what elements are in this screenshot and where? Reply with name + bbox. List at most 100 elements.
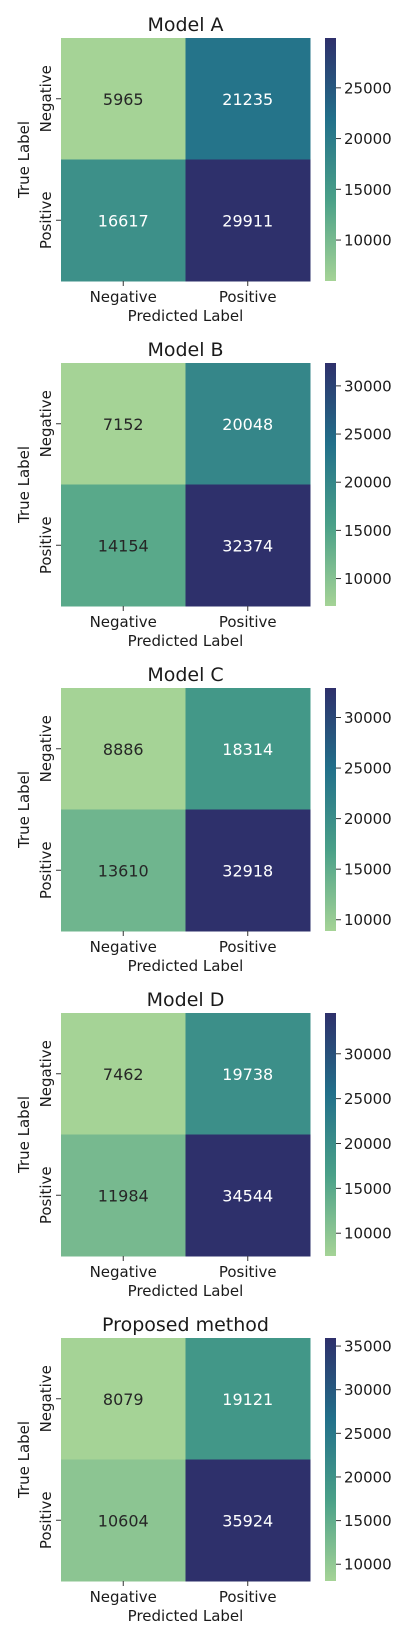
y-tick-label: Negative bbox=[37, 65, 55, 132]
cell-value-label: 29911 bbox=[222, 211, 273, 230]
y-tick-label: Positive bbox=[37, 516, 55, 574]
colorbar bbox=[325, 38, 336, 281]
colorbar-tick-label: 10000 bbox=[344, 1225, 392, 1243]
colorbar-tick-label: 30000 bbox=[344, 1381, 392, 1399]
colorbar-tick-label: 10000 bbox=[344, 911, 392, 929]
x-tick-label: Negative bbox=[90, 938, 157, 956]
x-tick-label: Negative bbox=[90, 1263, 157, 1281]
colorbar-tick-label: 25000 bbox=[344, 760, 392, 778]
cell-value-label: 7462 bbox=[103, 1065, 144, 1084]
cell-value-label: 16617 bbox=[98, 211, 149, 230]
colorbar-tick-label: 20000 bbox=[344, 810, 392, 828]
heatmap-cell bbox=[61, 38, 186, 160]
cell-value-label: 13610 bbox=[98, 861, 149, 880]
colorbar-tick-label: 15000 bbox=[344, 1180, 392, 1198]
colorbar-tick-label: 10000 bbox=[344, 232, 392, 250]
panel-title: Proposed method bbox=[102, 1314, 269, 1336]
heatmap-cell bbox=[61, 809, 186, 932]
colorbar bbox=[325, 1338, 336, 1581]
cell-value-label: 18314 bbox=[222, 740, 273, 759]
heatmap-cell bbox=[185, 1459, 311, 1582]
heatmap-cell bbox=[61, 688, 186, 810]
heatmap-cell bbox=[61, 1338, 186, 1460]
heatmap-panel: Model A 5965 21235 16617 29911 Negative Positi… bbox=[15, 14, 392, 325]
heatmap-cell bbox=[185, 1134, 311, 1257]
cell-value-label: 19738 bbox=[222, 1065, 273, 1084]
y-tick-label: Positive bbox=[37, 191, 55, 249]
heatmap-cell bbox=[185, 159, 311, 282]
x-axis-label: Predicted Label bbox=[128, 632, 244, 650]
heatmap-cell bbox=[185, 484, 311, 607]
heatmap-panel: Proposed method 8079 19121 10604 35924 Negati… bbox=[15, 1314, 392, 1625]
colorbar-tick-label: 20000 bbox=[344, 1135, 392, 1153]
x-tick-label: Positive bbox=[219, 288, 277, 306]
colorbar-tick-label: 30000 bbox=[344, 1045, 392, 1063]
x-axis-label: Predicted Label bbox=[128, 1607, 244, 1625]
panel-title: Model A bbox=[147, 14, 223, 36]
x-tick-label: Negative bbox=[90, 1588, 157, 1606]
colorbar-tick-label: 15000 bbox=[344, 861, 392, 879]
cell-value-label: 34544 bbox=[222, 1186, 273, 1205]
x-axis-label: Predicted Label bbox=[128, 307, 244, 325]
colorbar-tick-label: 15000 bbox=[344, 181, 392, 199]
cell-value-label: 8886 bbox=[103, 740, 144, 759]
cell-value-label: 21235 bbox=[222, 90, 273, 109]
colorbar-tick-label: 10000 bbox=[344, 1556, 392, 1574]
cell-value-label: 14154 bbox=[98, 536, 149, 555]
colorbar-tick-label: 35000 bbox=[344, 1338, 392, 1356]
heatmap-cell bbox=[185, 1013, 311, 1135]
cell-value-label: 11984 bbox=[98, 1186, 149, 1205]
y-tick-label: Negative bbox=[37, 390, 55, 457]
x-tick-label: Negative bbox=[90, 288, 157, 306]
cell-value-label: 8079 bbox=[103, 1390, 144, 1409]
colorbar-tick-label: 25000 bbox=[344, 1425, 392, 1443]
heatmap-cell bbox=[61, 363, 186, 485]
x-tick-label: Positive bbox=[219, 938, 277, 956]
heatmap-panel: Model D 7462 19738 11984 34544 Negative Positi… bbox=[15, 989, 392, 1300]
y-axis-label: True Label bbox=[15, 121, 33, 199]
y-axis-label: True Label bbox=[15, 771, 33, 849]
x-axis-label: Predicted Label bbox=[128, 1282, 244, 1300]
cell-value-label: 32918 bbox=[222, 861, 273, 880]
x-tick-label: Negative bbox=[90, 613, 157, 631]
cell-value-label: 32374 bbox=[222, 536, 273, 555]
heatmap-cell bbox=[185, 688, 311, 810]
heatmap-panel: Model C 8886 18314 13610 32918 Negative Positi… bbox=[15, 664, 392, 975]
colorbar-tick-label: 15000 bbox=[344, 522, 392, 540]
y-axis-label: True Label bbox=[15, 446, 33, 524]
cell-value-label: 5965 bbox=[103, 90, 144, 109]
cell-value-label: 19121 bbox=[222, 1390, 273, 1409]
colorbar bbox=[325, 1013, 336, 1256]
cell-value-label: 7152 bbox=[103, 415, 144, 434]
y-tick-label: Negative bbox=[37, 1040, 55, 1107]
y-axis-label: True Label bbox=[15, 1421, 33, 1499]
colorbar-tick-label: 30000 bbox=[344, 377, 392, 395]
heatmap-cell bbox=[185, 1338, 311, 1460]
y-tick-label: Positive bbox=[37, 841, 55, 899]
colorbar bbox=[325, 688, 336, 931]
colorbar-tick-label: 15000 bbox=[344, 1512, 392, 1530]
colorbar-tick-label: 25000 bbox=[344, 426, 392, 444]
cell-value-label: 20048 bbox=[222, 415, 273, 434]
x-tick-label: Positive bbox=[219, 1588, 277, 1606]
y-tick-label: Positive bbox=[37, 1166, 55, 1224]
heatmap-cell bbox=[61, 1459, 186, 1582]
heatmap-cell bbox=[61, 484, 186, 607]
panel-title: Model B bbox=[147, 339, 223, 361]
heatmap-cell bbox=[185, 809, 311, 932]
heatmap-cell bbox=[61, 1013, 186, 1135]
panel-title: Model C bbox=[147, 664, 223, 686]
colorbar bbox=[325, 363, 336, 606]
x-tick-label: Positive bbox=[219, 1263, 277, 1281]
colorbar-tick-label: 25000 bbox=[344, 79, 392, 97]
y-tick-label: Negative bbox=[37, 715, 55, 782]
heatmap-cell bbox=[61, 1134, 186, 1257]
colorbar-tick-label: 10000 bbox=[344, 570, 392, 588]
colorbar-tick-label: 25000 bbox=[344, 1090, 392, 1108]
y-tick-label: Positive bbox=[37, 1491, 55, 1549]
panel-title: Model D bbox=[147, 989, 225, 1011]
colorbar-tick-label: 30000 bbox=[344, 709, 392, 727]
heatmap-cell bbox=[185, 363, 311, 485]
colorbar-tick-label: 20000 bbox=[344, 474, 392, 492]
